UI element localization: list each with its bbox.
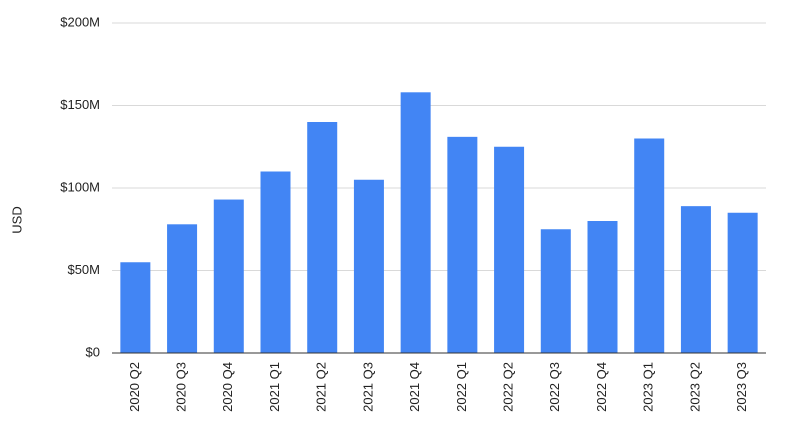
y-tick-label: $0 [86, 344, 100, 359]
bar [260, 171, 291, 353]
x-tick-label: 2022 Q2 [501, 362, 516, 412]
x-tick-label: 2021 Q1 [267, 362, 282, 412]
bar [634, 138, 665, 353]
bar [727, 212, 758, 353]
x-tick-label: 2023 Q3 [734, 362, 749, 412]
x-tick-label: 2023 Q1 [641, 362, 656, 412]
bar [680, 206, 711, 353]
bar [400, 92, 431, 354]
bar [213, 199, 244, 353]
x-tick-label: 2022 Q4 [594, 362, 609, 412]
x-tick-label: 2021 Q2 [314, 362, 329, 412]
x-tick-label: 2022 Q3 [547, 362, 562, 412]
x-tick-label: 2020 Q3 [174, 362, 189, 412]
y-tick-label: $50M [67, 262, 100, 277]
x-tick-label: 2020 Q2 [127, 362, 142, 412]
x-tick-label: 2022 Q1 [454, 362, 469, 412]
bar [587, 221, 618, 353]
bar [540, 229, 571, 353]
x-tick-label: 2020 Q4 [220, 362, 235, 412]
y-tick-label: $100M [60, 179, 100, 194]
bar [120, 262, 151, 353]
bar [167, 224, 198, 353]
y-tick-label: $200M [60, 14, 100, 29]
x-tick-label: 2023 Q2 [687, 362, 702, 412]
bar [307, 122, 338, 353]
bar [447, 136, 478, 353]
y-axis-label: USD [9, 206, 24, 233]
x-tick-label: 2021 Q3 [360, 362, 375, 412]
bar [494, 146, 525, 353]
x-tick-label: 2021 Q4 [407, 362, 422, 412]
bar [353, 179, 384, 353]
y-tick-label: $150M [60, 97, 100, 112]
